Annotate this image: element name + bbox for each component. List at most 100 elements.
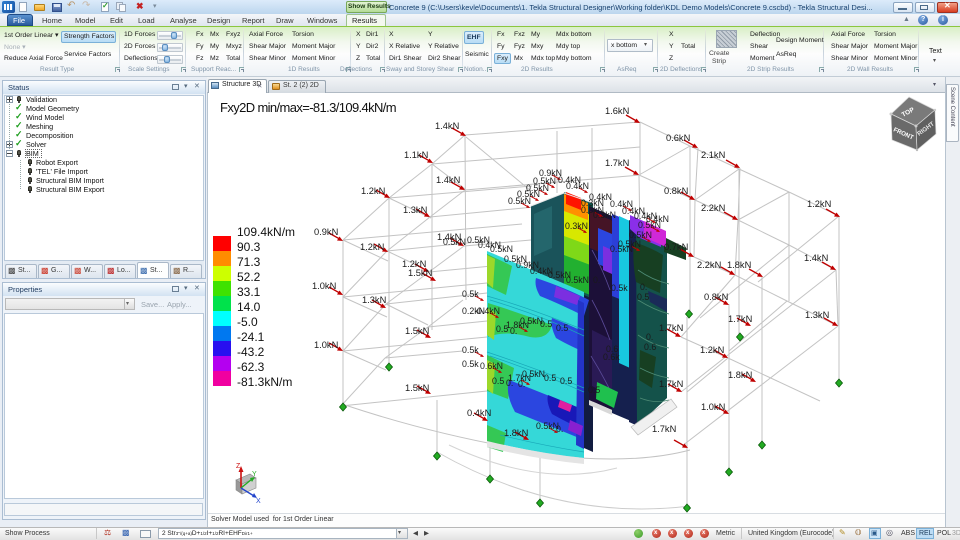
svg-text:0.5kN: 0.5kN	[526, 183, 549, 193]
svg-text:0.5k: 0.5k	[611, 283, 628, 293]
svg-text:0.4kN: 0.4kN	[467, 408, 491, 418]
svg-text:0.3kN: 0.3kN	[565, 221, 588, 231]
svg-text:Z: Z	[236, 463, 241, 470]
svg-text:0.5kN: 0.5kN	[520, 316, 543, 326]
svg-text:1.4kN: 1.4kN	[437, 232, 461, 242]
svg-text:-24.1: -24.1	[237, 330, 265, 344]
svg-text:1.8kN: 1.8kN	[728, 370, 752, 380]
svg-text:0.5kN: 0.5kN	[533, 176, 556, 186]
svg-text:0.4kN: 0.4kN	[634, 211, 657, 221]
svg-text:1.3kN: 1.3kN	[362, 295, 386, 305]
svg-text:0.4kN: 0.4kN	[530, 266, 553, 276]
svg-text:0.5kN: 0.5kN	[566, 275, 589, 285]
svg-text:0.5: 0.5	[588, 385, 600, 395]
svg-text:1.7kN: 1.7kN	[508, 373, 531, 383]
svg-text:0.9kN: 0.9kN	[516, 260, 539, 270]
svg-text:1.4kN: 1.4kN	[804, 253, 828, 263]
svg-text:1.7kN: 1.7kN	[652, 424, 676, 434]
svg-text:0.4kN: 0.4kN	[610, 199, 633, 209]
svg-text:0.5kN: 0.5kN	[522, 369, 545, 379]
svg-text:0.4kN: 0.4kN	[646, 214, 669, 224]
svg-text:-43.2: -43.2	[237, 345, 265, 359]
svg-text:0.5kN: 0.5kN	[610, 244, 633, 254]
svg-text:1.1kN: 1.1kN	[404, 150, 428, 160]
svg-text:90.3: 90.3	[237, 240, 261, 254]
svg-text:0.4kN: 0.4kN	[558, 175, 581, 185]
svg-text:1.5kN: 1.5kN	[405, 383, 429, 393]
svg-text:1.7kN: 1.7kN	[659, 379, 683, 389]
svg-text:1.3kN: 1.3kN	[805, 310, 829, 320]
svg-text:Y: Y	[252, 471, 257, 478]
svg-text:0.5kN: 0.5kN	[548, 270, 571, 280]
svg-text:1.8kN: 1.8kN	[727, 260, 751, 270]
svg-text:0.5k: 0.5k	[462, 359, 479, 369]
svg-text:1.4kN: 1.4kN	[436, 175, 460, 185]
svg-text:0.8kN: 0.8kN	[704, 292, 728, 302]
svg-text:2.1kN: 2.1kN	[701, 150, 725, 160]
svg-text:0.6kN: 0.6kN	[666, 133, 690, 143]
svg-text:0.: 0.	[593, 275, 600, 285]
svg-text:0.5kN: 0.5kN	[517, 189, 540, 199]
svg-text:1.0kN: 1.0kN	[701, 402, 725, 412]
svg-text:0.5kN: 0.5kN	[536, 421, 559, 431]
svg-text:0.5k: 0.5k	[462, 289, 479, 299]
svg-text:0.4kN: 0.4kN	[478, 240, 501, 250]
svg-text:0.8kN: 0.8kN	[664, 186, 688, 196]
svg-text:2.2kN: 2.2kN	[701, 203, 725, 213]
svg-text:109.4kN/m: 109.4kN/m	[237, 225, 295, 239]
svg-text:-81.3kN/m: -81.3kN/m	[237, 375, 292, 389]
svg-text:1.5kN: 1.5kN	[405, 326, 429, 336]
svg-text:0.5kN: 0.5kN	[504, 254, 527, 264]
svg-text:0.9kN: 0.9kN	[539, 168, 562, 178]
svg-text:0.4kN: 0.4kN	[566, 181, 589, 191]
svg-text:1.8kN: 1.8kN	[504, 428, 528, 438]
svg-text:14.0: 14.0	[237, 300, 261, 314]
svg-text:1.2kN: 1.2kN	[700, 345, 724, 355]
svg-text:1.6kN: 1.6kN	[605, 106, 629, 116]
svg-text:X: X	[256, 498, 261, 505]
svg-text:0.7kN: 0.7kN	[664, 242, 688, 252]
svg-text:33.1: 33.1	[237, 285, 261, 299]
svg-text:-5.0: -5.0	[237, 315, 258, 329]
svg-text:1.7kN: 1.7kN	[659, 323, 683, 333]
svg-text:71.3: 71.3	[237, 255, 261, 269]
svg-text:0.5: 0.5	[540, 319, 552, 329]
svg-text:1.8kN: 1.8kN	[506, 320, 529, 330]
svg-text:0.5kN: 0.5kN	[629, 230, 652, 240]
svg-text:0.3kN: 0.3kN	[593, 210, 616, 220]
svg-text:0.9kN: 0.9kN	[314, 227, 338, 237]
svg-text:0.5kN: 0.5kN	[490, 244, 513, 254]
svg-text:1.7kN: 1.7kN	[605, 158, 629, 168]
svg-text:1.5kN: 1.5kN	[408, 268, 432, 278]
svg-text:0.4kN: 0.4kN	[622, 206, 645, 216]
svg-text:0.5kN: 0.5kN	[443, 237, 466, 247]
svg-text:52.2: 52.2	[237, 270, 261, 284]
svg-text:0.5kN: 0.5kN	[508, 196, 531, 206]
svg-text:0.: 0.	[556, 424, 563, 434]
svg-text:1.3kN: 1.3kN	[403, 205, 427, 215]
svg-text:0.5kN: 0.5kN	[618, 239, 641, 249]
svg-text:0.: 0.	[510, 326, 517, 336]
svg-text:1.2kN: 1.2kN	[361, 186, 385, 196]
svg-text:1.2kN: 1.2kN	[807, 199, 831, 209]
svg-text:0.: 0.	[640, 282, 647, 292]
svg-text:0.3kN: 0.3kN	[581, 198, 604, 208]
svg-text:0.5: 0.5	[492, 376, 504, 386]
svg-text:0.4kN: 0.4kN	[589, 192, 612, 202]
svg-text:1.7kN: 1.7kN	[728, 314, 752, 324]
svg-text:0.5: 0.5	[556, 323, 568, 333]
svg-text:0.5: 0.5	[496, 324, 508, 334]
svg-text:0.: 0.	[506, 378, 513, 388]
svg-text:0.5k: 0.5k	[462, 345, 479, 355]
svg-text:0.5: 0.5	[637, 292, 649, 302]
svg-text:1.2kN: 1.2kN	[360, 242, 384, 252]
svg-text:0.2kN: 0.2kN	[462, 306, 485, 316]
svg-text:0.5: 0.5	[560, 376, 572, 386]
svg-text:0.: 0.	[518, 379, 525, 389]
svg-text:1.0kN: 1.0kN	[312, 281, 336, 291]
svg-text:0.4kN: 0.4kN	[477, 306, 500, 316]
svg-text:2.2kN: 2.2kN	[697, 260, 721, 270]
svg-text:-62.3: -62.3	[237, 360, 265, 374]
svg-text:1.2kN: 1.2kN	[402, 259, 426, 269]
svg-text:0.5kN: 0.5kN	[467, 235, 490, 245]
